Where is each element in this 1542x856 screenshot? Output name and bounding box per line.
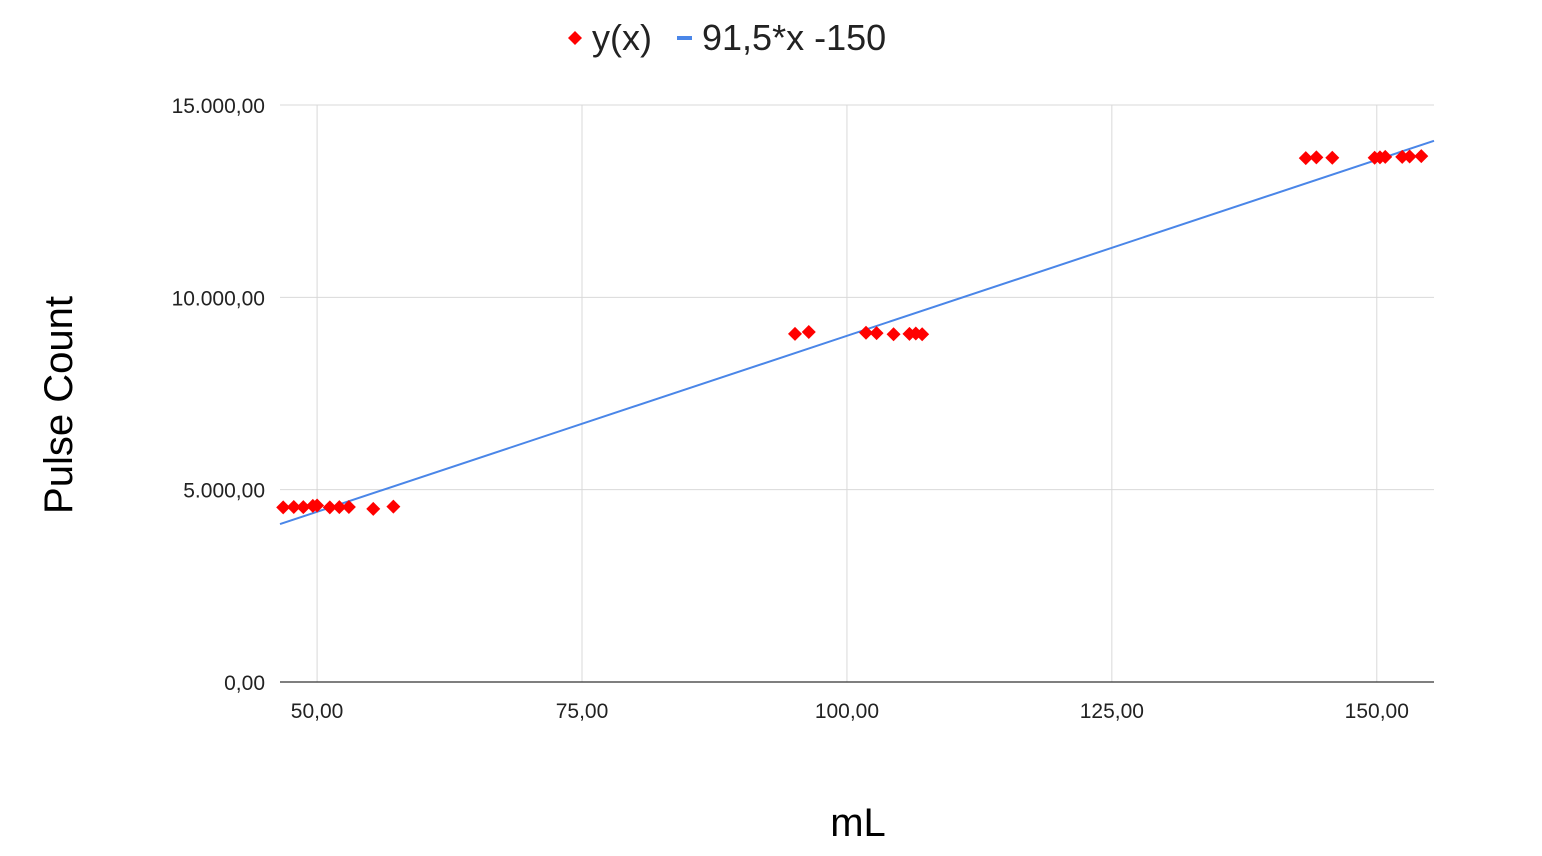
x-axis-ticks: 50,00 75,00 100,00 125,00 150,00 [291,700,1409,723]
data-point [1402,149,1417,164]
data-point [276,500,291,515]
legend-marker-diamond [568,31,582,45]
legend: y(x) 91,5*x -150 [568,17,886,58]
data-point [296,500,311,515]
data-point [1414,149,1429,164]
data-point [1378,149,1393,164]
trendline [279,139,1435,526]
data-point [859,325,874,340]
data-point [386,499,401,514]
legend-label-series-1: y(x) [592,17,652,58]
x-axis-title: mL [830,801,886,845]
data-point [869,326,884,341]
data-point [1395,149,1410,164]
data-point [341,499,356,514]
y-axis-title: Pulse Count [37,296,81,514]
data-point [366,501,381,516]
y-tick-label: 15.000,00 [172,95,265,118]
grid-lines [280,104,1434,683]
data-point [1309,150,1324,165]
data-point [915,327,930,342]
x-tick-label: 125,00 [1080,700,1144,723]
x-tick-label: 75,00 [556,700,609,723]
data-point [801,324,816,339]
y-axis-ticks: 0,00 5.000,00 10.000,00 15.000,00 [172,95,265,695]
data-point [1298,151,1313,166]
data-point [1325,150,1340,165]
data-point [788,326,803,341]
data-points [276,149,1429,516]
data-point [886,327,901,342]
x-tick-label: 100,00 [815,700,879,723]
x-tick-label: 150,00 [1345,700,1409,723]
legend-label-series-2: 91,5*x -150 [702,17,886,58]
data-point [286,499,301,514]
data-point [332,500,347,515]
trendline-layer [279,139,1435,526]
y-tick-label: 0,00 [224,672,265,695]
y-tick-label: 5.000,00 [183,480,265,503]
data-point [322,500,337,515]
y-tick-label: 10.000,00 [172,287,265,310]
data-point [310,498,325,513]
x-tick-label: 50,00 [291,700,344,723]
legend-marker-line [677,36,692,40]
